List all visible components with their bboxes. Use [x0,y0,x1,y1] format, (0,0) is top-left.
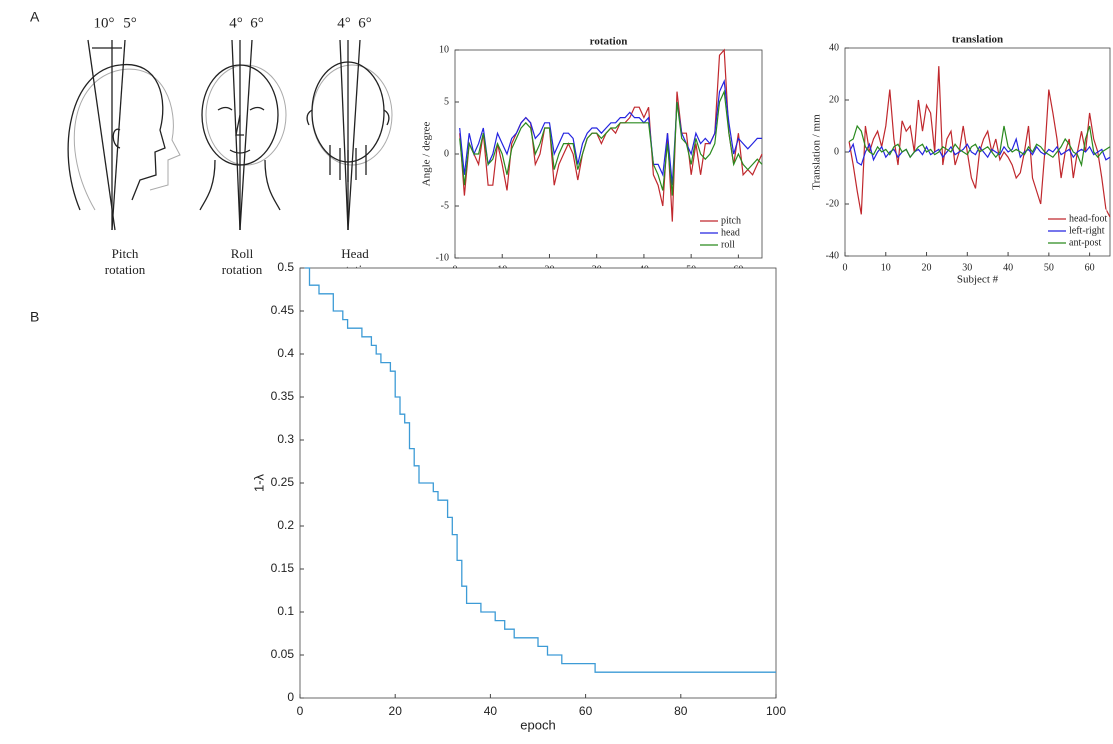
y-tick-label: 0 [444,148,449,159]
angle-label: 10° [94,15,115,31]
legend-box [1043,209,1107,253]
y-tick-label: 0.25 [271,475,295,489]
caption: rotation [105,262,146,277]
y-tick-label: 0.4 [277,346,294,360]
caption: Roll [231,246,254,261]
y-tick-label: -10 [436,252,449,263]
y-tick-label: 40 [829,42,839,53]
y-tick-label: -5 [441,200,449,211]
y-tick-label: 0.35 [271,389,295,403]
y-tick-label: 10 [439,44,449,55]
chart: 0 20 40 60 80 100 0 0.05 0.1 0.15 0.2 0.25 0.3 0.35 0.… [251,260,786,732]
x-tick-label: 60 [579,704,593,718]
legend-label: ant-post [1069,237,1101,248]
caption: rotation [222,262,263,277]
y-tick-label: 20 [829,94,839,105]
chart: 0102030405060-10-50510pitchheadrollrotat… [421,36,763,288]
x-tick-label: 30 [962,262,972,273]
panel-label: B [30,309,39,325]
y-axis-label: 1-λ [251,473,266,492]
y-tick-label: -20 [826,198,839,209]
angle-label: 4° [337,15,351,31]
y-tick-label: 0.2 [277,518,294,532]
y-tick-label: 0.05 [271,647,295,661]
y-axis-label: Angle / degree [421,122,433,187]
x-tick-label: 50 [1044,262,1054,273]
angle-label: 6° [358,15,372,31]
x-tick-label: 0 [843,262,848,273]
chart-title: translation [952,34,1003,46]
series-line [459,78,762,186]
y-tick-label: 0.5 [277,260,294,274]
x-tick-label: 60 [1085,262,1095,273]
angle-label: 4° [229,15,243,31]
y-axis-label: Translation / mm [811,114,823,190]
plot-frame [299,267,777,699]
y-tick-label: 0 [834,146,839,157]
head-illustrations [67,39,393,231]
chart-title: rotation [590,36,628,48]
y-tick-label: -40 [826,250,839,261]
y-tick-label: 5 [444,96,449,107]
legend-label: head-foot [1069,213,1108,224]
x-tick-label: 80 [674,704,688,718]
legend-label: roll [721,239,735,250]
caption: Head [341,246,369,261]
y-tick-label: 0.15 [271,561,295,575]
angle-label: 5° [123,15,137,31]
x-tick-label: 20 [922,262,932,273]
caption: Pitch [112,246,139,261]
legend-label: head [721,227,740,238]
series-line [459,89,763,196]
y-tick-label: 0 [287,690,294,704]
x-tick-label: 40 [484,704,498,718]
x-tick-label: 100 [766,704,786,718]
legend-label: left-right [1069,225,1105,236]
x-axis-label: epoch [520,717,555,732]
series-line [848,124,1111,168]
x-tick-label: 10 [881,262,891,273]
x-tick-label: 0 [297,704,304,718]
chart: 0 10 20 30 40 50 60 -40 -20 0 20 40 head-footleft-ri… [811,34,1111,286]
angle-label: 6° [250,15,264,31]
panel-label: A [30,9,40,25]
x-tick-label: 20 [389,704,403,718]
x-axis-label: Subject # [957,274,999,286]
y-tick-label: 0.3 [277,432,294,446]
series-line [304,267,776,673]
legend-label: pitch [721,215,741,226]
y-tick-label: 0.45 [271,303,295,317]
x-tick-label: 40 [1003,262,1013,273]
y-tick-label: 0.1 [277,604,294,618]
